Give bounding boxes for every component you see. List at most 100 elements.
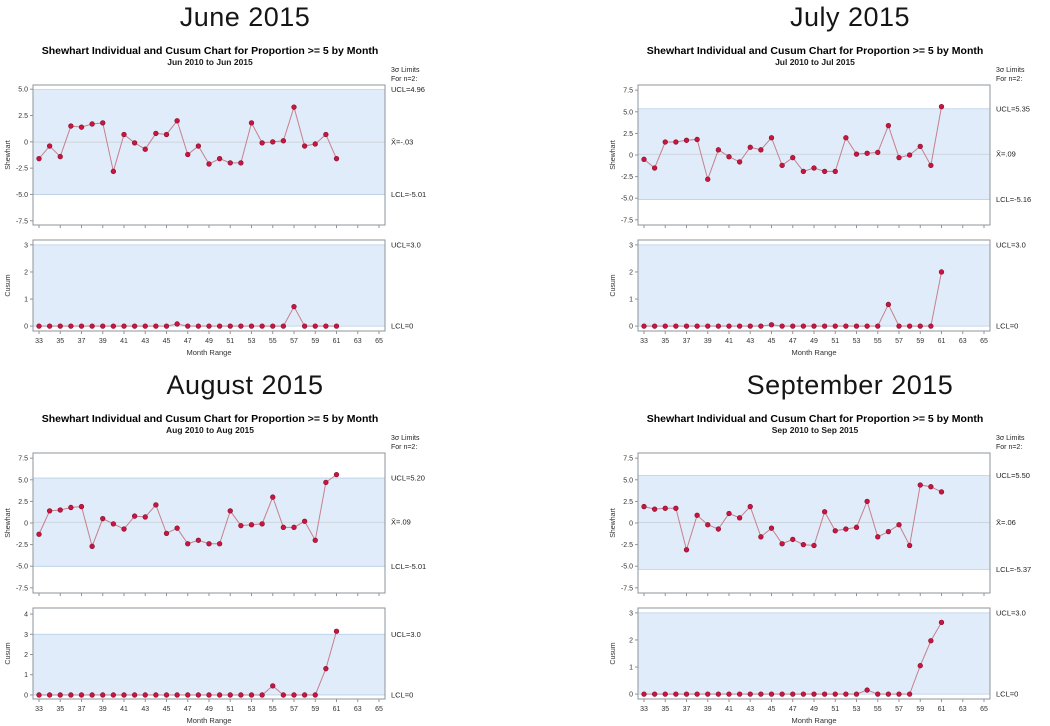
shewhart-data-point bbox=[800, 541, 807, 548]
cusum-data-point bbox=[312, 323, 318, 329]
cusum-data-point bbox=[694, 323, 700, 329]
cusum-data-point bbox=[747, 691, 753, 697]
svg-text:7.5: 7.5 bbox=[623, 88, 633, 95]
svg-text:-7.5: -7.5 bbox=[621, 217, 633, 224]
svg-text:0: 0 bbox=[629, 521, 633, 528]
shewhart-data-point bbox=[36, 156, 42, 162]
svg-text:UCL=3.0: UCL=3.0 bbox=[996, 608, 1026, 617]
cusum-data-point bbox=[206, 692, 212, 698]
shewhart-data-point bbox=[216, 541, 223, 547]
svg-text:51: 51 bbox=[226, 706, 234, 713]
shewhart-data-point bbox=[938, 103, 945, 110]
shewhart-data-point bbox=[715, 147, 722, 153]
cusum-data-point bbox=[641, 323, 647, 329]
cusum-data-point bbox=[790, 691, 796, 697]
svg-text:63: 63 bbox=[959, 338, 967, 345]
svg-text:59: 59 bbox=[916, 338, 924, 345]
cusum-data-point bbox=[312, 692, 318, 698]
cusum-data-point bbox=[121, 323, 127, 329]
cusum-data-point bbox=[248, 692, 255, 698]
svg-text:49: 49 bbox=[810, 706, 818, 713]
cusum-data-point bbox=[333, 628, 340, 634]
svg-text:UCL=3.0: UCL=3.0 bbox=[391, 240, 421, 249]
shewhart-data-point bbox=[238, 160, 244, 166]
cusum-data-point bbox=[216, 323, 223, 329]
shewhart-data-point bbox=[185, 541, 191, 547]
svg-text:51: 51 bbox=[831, 706, 839, 713]
cusum-data-point bbox=[259, 692, 265, 698]
cusum-data-point bbox=[906, 323, 913, 329]
shewhart-cusum-chart: 7.5 5.0 2.5 0 -2.5 -5.0 -7.5 UCL=5.35 X̄=.09 LCL=… bbox=[610, 67, 1031, 357]
svg-text:45: 45 bbox=[163, 338, 171, 345]
svg-text:0: 0 bbox=[629, 692, 633, 699]
cusum-data-point bbox=[259, 323, 265, 329]
cusum-data-point bbox=[747, 323, 753, 329]
cusum-data-point bbox=[131, 323, 138, 329]
svg-text:-2.5: -2.5 bbox=[621, 174, 633, 181]
shewhart-data-point bbox=[705, 522, 711, 528]
shewhart-data-point bbox=[78, 124, 85, 130]
shewhart-data-point bbox=[705, 176, 711, 182]
svg-text:Month Range: Month Range bbox=[791, 348, 836, 357]
cusum-data-point bbox=[928, 323, 934, 329]
svg-text:35: 35 bbox=[661, 706, 669, 713]
svg-text:-2.5: -2.5 bbox=[621, 542, 633, 549]
cusum-data-point bbox=[153, 692, 159, 698]
shewhart-data-point bbox=[758, 147, 764, 153]
svg-text:1: 1 bbox=[629, 297, 633, 304]
cusum-data-point bbox=[768, 322, 775, 328]
shewhart-data-point bbox=[726, 510, 732, 517]
svg-text:33: 33 bbox=[640, 338, 648, 345]
shewhart-data-point bbox=[195, 143, 202, 149]
svg-text:55: 55 bbox=[269, 706, 277, 713]
cusum-data-point bbox=[195, 692, 202, 698]
svg-text:57: 57 bbox=[290, 338, 298, 345]
cusum-data-point bbox=[280, 692, 287, 698]
shewhart-data-point bbox=[832, 168, 838, 175]
svg-text:Cusum: Cusum bbox=[610, 642, 617, 664]
shewhart-data-point bbox=[312, 141, 318, 147]
month-title: July 2015 bbox=[789, 2, 911, 32]
cusum-data-point bbox=[185, 323, 191, 329]
svg-text:LCL=0: LCL=0 bbox=[391, 322, 413, 331]
svg-text:Cusum: Cusum bbox=[5, 274, 12, 296]
shewhart-data-point bbox=[163, 131, 170, 138]
shewhart-data-point bbox=[864, 150, 870, 156]
cusum-data-point bbox=[662, 323, 668, 329]
shewhart-data-point bbox=[928, 484, 934, 490]
svg-text:61: 61 bbox=[938, 706, 946, 713]
cusum-data-point bbox=[238, 692, 244, 698]
shewhart-data-point bbox=[928, 162, 934, 169]
svg-text:57: 57 bbox=[895, 338, 903, 345]
shewhart-data-point bbox=[227, 160, 233, 166]
svg-text:39: 39 bbox=[704, 706, 712, 713]
cusum-data-point bbox=[227, 692, 233, 698]
svg-text:61: 61 bbox=[333, 338, 341, 345]
svg-text:2: 2 bbox=[629, 637, 633, 644]
cusum-data-point bbox=[78, 323, 85, 329]
shewhart-data-point bbox=[301, 518, 308, 524]
shewhart-data-point bbox=[259, 521, 265, 527]
cusum-data-point bbox=[36, 323, 42, 329]
svg-text:39: 39 bbox=[99, 706, 107, 713]
shewhart-data-point bbox=[875, 149, 881, 156]
shewhart-data-point bbox=[227, 508, 233, 514]
cusum-data-point bbox=[673, 323, 679, 329]
cusum-data-point bbox=[843, 323, 849, 329]
svg-text:UCL=5.20: UCL=5.20 bbox=[391, 474, 425, 483]
svg-text:41: 41 bbox=[725, 706, 733, 713]
svg-text:Cusum: Cusum bbox=[610, 274, 617, 296]
svg-text:-7.5: -7.5 bbox=[621, 585, 633, 592]
svg-text:Cusum: Cusum bbox=[5, 642, 12, 664]
shewhart-data-point bbox=[280, 138, 287, 144]
svg-text:X̄=.06: X̄=.06 bbox=[996, 518, 1016, 527]
cusum-data-point bbox=[195, 323, 202, 329]
cusum-data-point bbox=[736, 691, 743, 697]
svg-text:33: 33 bbox=[35, 706, 43, 713]
shewhart-data-point bbox=[896, 154, 902, 161]
cusum-data-point bbox=[800, 691, 807, 697]
chart-title: Shewhart Individual and Cusum Chart for … bbox=[646, 45, 984, 57]
cusum-data-point bbox=[917, 323, 923, 329]
svg-text:47: 47 bbox=[789, 338, 797, 345]
shewhart-data-point bbox=[715, 526, 722, 532]
